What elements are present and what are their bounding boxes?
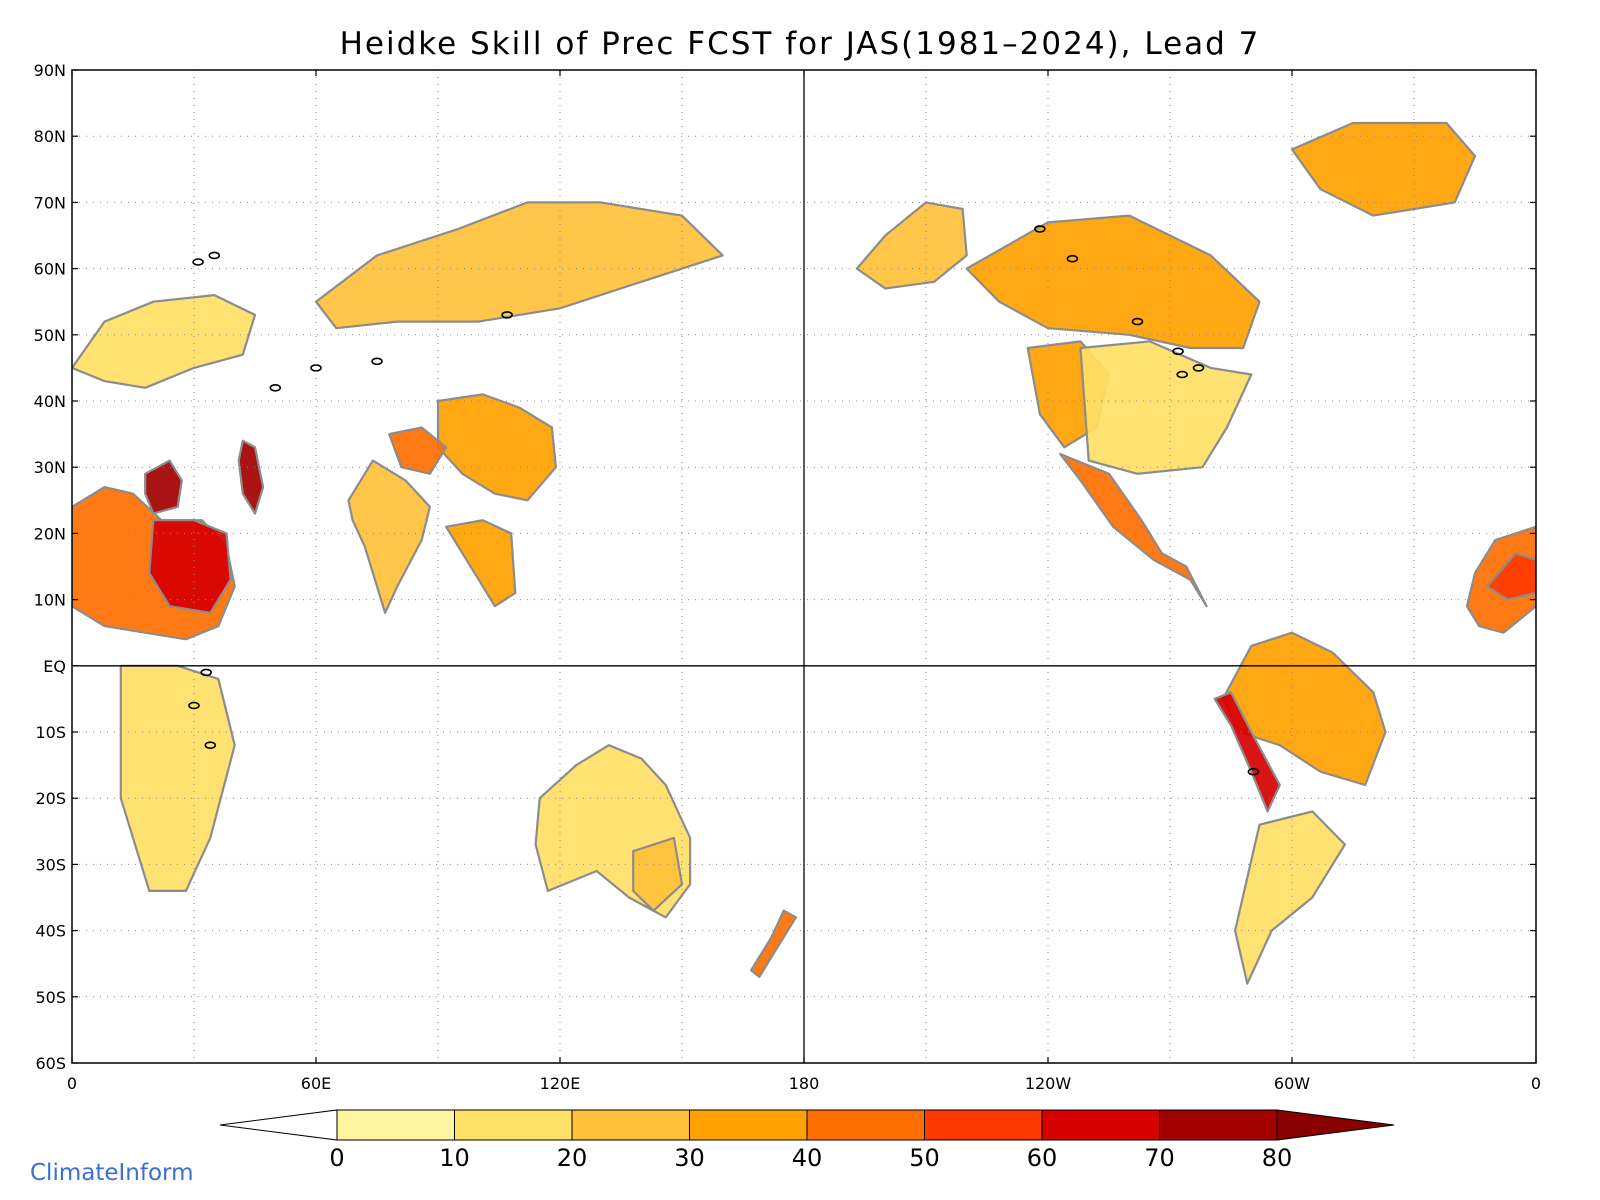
lake-titicaca xyxy=(1247,767,1260,776)
colorbar xyxy=(219,1109,1395,1141)
region-new-zealand xyxy=(749,909,798,979)
colorbar-label: 0 xyxy=(329,1144,344,1172)
region-amazon xyxy=(1221,631,1387,787)
brand-label: ClimateInform xyxy=(30,1160,194,1186)
lake-winnipeg xyxy=(1131,317,1144,326)
region-se-asia xyxy=(445,519,517,608)
lat-tick-label: 30S xyxy=(35,855,66,874)
region-us xyxy=(1079,340,1253,475)
reference-lines xyxy=(72,70,1536,1063)
lon-tick-label: 0 xyxy=(67,1074,77,1093)
region-tibet xyxy=(388,426,448,475)
lake-great-bear xyxy=(1034,225,1046,233)
colorbar-label: 40 xyxy=(792,1144,823,1172)
lat-tick-label: 10S xyxy=(35,723,66,742)
region-india xyxy=(347,459,431,614)
lat-tick-label: 20N xyxy=(34,524,66,543)
lake-outlines xyxy=(188,225,1260,776)
region-australia-east xyxy=(632,836,684,912)
lat-tick-label: 50N xyxy=(34,326,66,345)
lake-malawi xyxy=(204,741,217,750)
region-andes xyxy=(1213,691,1281,813)
colorbar-label: 70 xyxy=(1144,1144,1175,1172)
lake-caspian xyxy=(269,383,282,392)
lat-tick-label: 60N xyxy=(34,260,66,279)
lon-tick-label: 120E xyxy=(540,1074,581,1093)
lake-great-slave xyxy=(1066,254,1079,263)
region-greenland xyxy=(1290,121,1477,217)
colorbar-label: 10 xyxy=(439,1144,470,1172)
lat-tick-label: 70N xyxy=(34,193,66,212)
region-mexico xyxy=(1059,452,1208,608)
lat-tick-label: 20S xyxy=(35,789,66,808)
colorbar-label: 60 xyxy=(1027,1144,1058,1172)
skill-fields xyxy=(72,121,1536,985)
region-canada xyxy=(965,214,1261,350)
lake-tanganyika xyxy=(188,701,200,710)
region-china xyxy=(436,393,558,502)
lake-onega xyxy=(208,251,221,260)
colorbar-segment xyxy=(806,1109,925,1141)
colorbar-label: 80 xyxy=(1262,1144,1293,1172)
lake-ladoga xyxy=(192,258,204,266)
lat-tick-label: 40S xyxy=(35,922,66,941)
lake-superior xyxy=(1172,347,1184,356)
lon-tick-label: 60W xyxy=(1274,1074,1310,1093)
colorbar-segment xyxy=(571,1109,690,1141)
region-libya xyxy=(144,459,183,515)
lake-michigan xyxy=(1176,370,1188,379)
colorbar-label: 30 xyxy=(674,1144,705,1172)
lat-tick-label: 60S xyxy=(35,1054,66,1073)
lat-tick-label: 40N xyxy=(34,392,66,411)
longitude-labels: 0 60E 120E 180 120W 60W 0 xyxy=(67,70,1541,1093)
region-sudan xyxy=(148,519,232,614)
colorbar-extend-high xyxy=(1276,1109,1395,1141)
colorbar-label: 50 xyxy=(909,1144,940,1172)
lon-tick-label: 180 xyxy=(789,1074,820,1093)
lon-tick-label: 120W xyxy=(1025,1074,1072,1093)
region-europe xyxy=(72,294,257,389)
region-arabia xyxy=(237,439,265,515)
colorbar-segment xyxy=(1041,1109,1160,1141)
colorbar-segment xyxy=(454,1109,573,1141)
colorbar-segment xyxy=(689,1109,808,1141)
lake-balkhash xyxy=(371,357,383,366)
region-siberia xyxy=(314,201,724,330)
colorbar-segment xyxy=(924,1109,1043,1141)
region-south-america-south xyxy=(1233,810,1347,985)
lake-victoria xyxy=(200,668,212,677)
colorbar-extend-low xyxy=(219,1109,338,1141)
latitude-labels: 90N 80N 70N 60N 50N 40N 30N 20N 10N EQ 10S 20S 30S 40… xyxy=(34,61,1536,1073)
lake-huron xyxy=(1192,364,1205,372)
lat-tick-label: EQ xyxy=(43,657,66,676)
colorbar-segment xyxy=(336,1109,455,1141)
colorbar-label: 20 xyxy=(557,1144,588,1172)
chart-title: Heidke Skill of Prec FCST for JAS(1981–2… xyxy=(339,26,1261,62)
lat-tick-label: 50S xyxy=(35,988,66,1007)
colorbar-labels: 0 10 20 30 40 50 60 70 80 xyxy=(329,1144,1292,1172)
region-alaska xyxy=(855,201,968,290)
region-southern-africa xyxy=(119,664,236,893)
lat-tick-label: 10N xyxy=(34,591,66,610)
colorbar-segment xyxy=(1159,1109,1278,1141)
lat-tick-label: 80N xyxy=(34,127,66,146)
lake-baikal xyxy=(501,311,513,319)
lat-tick-label: 90N xyxy=(34,61,66,80)
lat-tick-label: 30N xyxy=(34,458,66,477)
lake-aral xyxy=(310,364,322,372)
lon-tick-label: 0 xyxy=(1531,1074,1541,1093)
lon-tick-label: 60E xyxy=(301,1074,331,1093)
region-west-africa-core xyxy=(1486,552,1536,601)
